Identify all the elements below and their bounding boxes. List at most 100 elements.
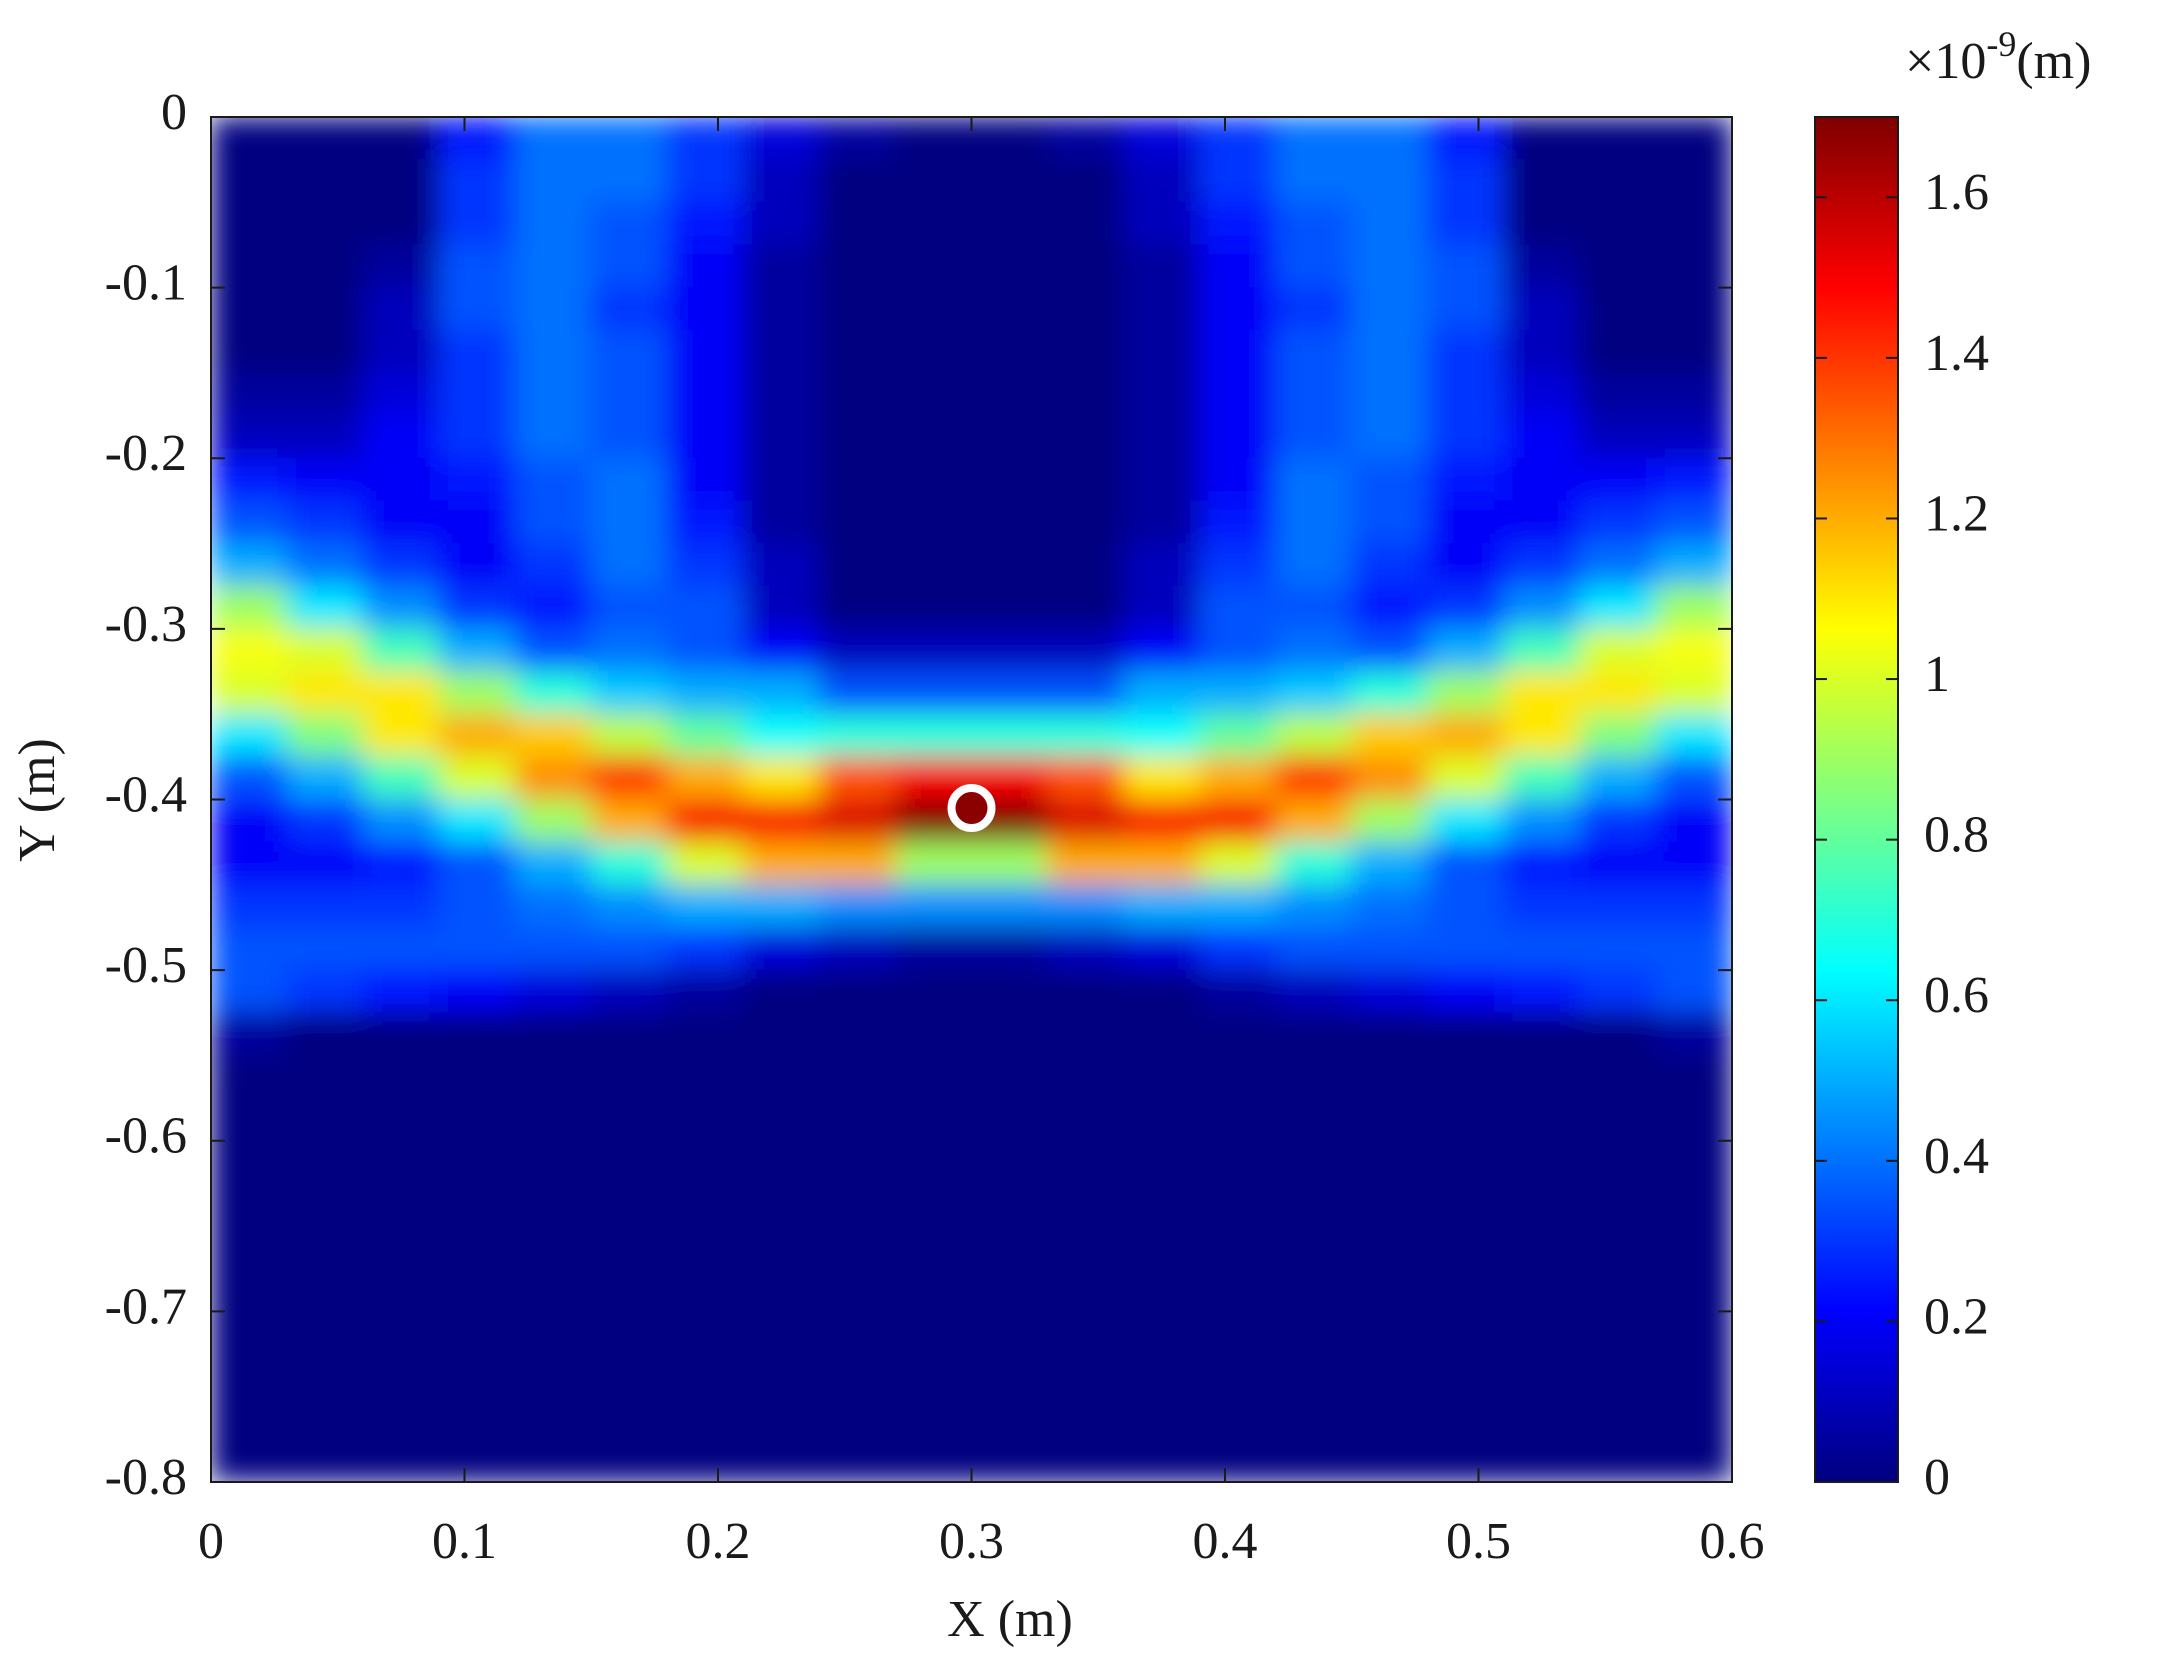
heatmap-cell bbox=[514, 713, 592, 758]
heatmap-cell bbox=[590, 1097, 668, 1142]
heatmap-cell bbox=[742, 969, 820, 1014]
heatmap-cell bbox=[666, 543, 744, 587]
heatmap-cell bbox=[211, 713, 288, 758]
heatmap-cell bbox=[1503, 159, 1581, 203]
heatmap-cell bbox=[211, 457, 288, 502]
heatmap-cell bbox=[1427, 926, 1505, 971]
heatmap-cell bbox=[1427, 1054, 1505, 1099]
heatmap-cell bbox=[742, 543, 820, 587]
heatmap-cell bbox=[1199, 372, 1277, 417]
heatmap-cell bbox=[1579, 1012, 1657, 1056]
heatmap-cell bbox=[742, 926, 820, 971]
heatmap-cell bbox=[971, 884, 1049, 928]
heatmap-cell bbox=[1275, 799, 1353, 843]
heatmap-cell bbox=[286, 671, 364, 715]
heatmap-cell bbox=[362, 1225, 440, 1270]
colorbar-tick-label: 1 bbox=[1924, 646, 1950, 703]
heatmap-cell bbox=[590, 671, 668, 715]
heatmap-cell bbox=[438, 415, 516, 459]
heatmap-cell bbox=[1503, 117, 1581, 161]
heatmap-cell bbox=[1275, 201, 1353, 246]
heatmap-cell bbox=[1655, 884, 1732, 928]
heatmap-cell bbox=[818, 799, 896, 843]
heatmap-cell bbox=[1199, 117, 1277, 161]
heatmap-cell bbox=[1503, 585, 1581, 630]
heatmap-cell bbox=[742, 671, 820, 715]
heatmap-cell bbox=[286, 1140, 364, 1184]
heatmap-cell bbox=[894, 884, 972, 928]
heatmap-cell bbox=[590, 969, 668, 1014]
heatmap-cell bbox=[971, 201, 1049, 246]
heatmap-cell bbox=[514, 1396, 592, 1440]
heatmap-cell bbox=[590, 585, 668, 630]
heatmap-cell bbox=[590, 799, 668, 843]
heatmap-cell bbox=[1579, 713, 1657, 758]
heatmap-cell bbox=[1579, 287, 1657, 331]
heatmap-cell bbox=[1047, 1054, 1125, 1099]
heatmap-cell bbox=[1579, 500, 1657, 545]
heatmap-cell bbox=[1351, 1438, 1429, 1482]
colorbar-multiplier: ×10 bbox=[1905, 33, 1986, 90]
heatmap-cell bbox=[666, 841, 744, 886]
heatmap-cell bbox=[1503, 1182, 1581, 1227]
heatmap-cell bbox=[211, 1097, 288, 1142]
heatmap-cell bbox=[362, 329, 440, 374]
heatmap-cell bbox=[211, 159, 288, 203]
heatmap-cell bbox=[894, 1353, 972, 1398]
heatmap-cell bbox=[742, 841, 820, 886]
heatmap-cell bbox=[286, 457, 364, 502]
colorbar-exponent: -9 bbox=[1986, 24, 2016, 64]
heatmap-cell bbox=[894, 1054, 972, 1099]
heatmap-cell bbox=[666, 287, 744, 331]
heatmap-cell bbox=[742, 500, 820, 545]
heatmap-cell bbox=[894, 969, 972, 1014]
heatmap-cell bbox=[590, 117, 668, 161]
heatmap-cell bbox=[438, 1182, 516, 1227]
heatmap-cell bbox=[742, 1054, 820, 1099]
heatmap-cell bbox=[971, 457, 1049, 502]
heatmap-cell bbox=[211, 1353, 288, 1398]
heatmap-cell bbox=[1579, 926, 1657, 971]
heatmap-cell bbox=[1275, 372, 1353, 417]
heatmap-cell bbox=[1579, 1054, 1657, 1099]
heatmap-cell bbox=[666, 1182, 744, 1227]
heatmap-cell bbox=[1503, 500, 1581, 545]
heatmap-cell bbox=[971, 1054, 1049, 1099]
heatmap-cell bbox=[818, 543, 896, 587]
heatmap-cell bbox=[1655, 671, 1732, 715]
heatmap-cell bbox=[894, 671, 972, 715]
heatmap-cell bbox=[894, 628, 972, 673]
heatmap-cell bbox=[1123, 585, 1201, 630]
heatmap-cell bbox=[590, 713, 668, 758]
heatmap-cell bbox=[590, 500, 668, 545]
heatmap-cell bbox=[1655, 841, 1732, 886]
heatmap-cell bbox=[1047, 287, 1125, 331]
heatmap-cell bbox=[894, 1140, 972, 1184]
heatmap-cell bbox=[894, 1012, 972, 1056]
heatmap-cell bbox=[438, 1396, 516, 1440]
heatmap-cell bbox=[818, 884, 896, 928]
heatmap-cell bbox=[1275, 628, 1353, 673]
heatmap-cell bbox=[1427, 1225, 1505, 1270]
heatmap-cell bbox=[1275, 585, 1353, 630]
heatmap-cell bbox=[1047, 1012, 1125, 1056]
heatmap-cell bbox=[1047, 543, 1125, 587]
heatmap-cell bbox=[1427, 287, 1505, 331]
heatmap-cell bbox=[286, 799, 364, 843]
heatmap-cell bbox=[1579, 329, 1657, 374]
heatmap-cell bbox=[514, 329, 592, 374]
heatmap-cell bbox=[666, 500, 744, 545]
heatmap-cell bbox=[1503, 1268, 1581, 1312]
heatmap-cell bbox=[1123, 1310, 1201, 1355]
colorbar-unit: (m) bbox=[2016, 33, 2091, 90]
heatmap-cell bbox=[1351, 201, 1429, 246]
heatmap-cell bbox=[1199, 201, 1277, 246]
heatmap-cell bbox=[590, 543, 668, 587]
heatmap-cell bbox=[1199, 969, 1277, 1014]
heatmap-cell bbox=[666, 329, 744, 374]
heatmap-cell bbox=[1275, 457, 1353, 502]
heatmap-cell bbox=[1275, 756, 1353, 800]
y-tick-label: -0.1 bbox=[105, 255, 187, 312]
heatmap-cell bbox=[742, 1438, 820, 1482]
